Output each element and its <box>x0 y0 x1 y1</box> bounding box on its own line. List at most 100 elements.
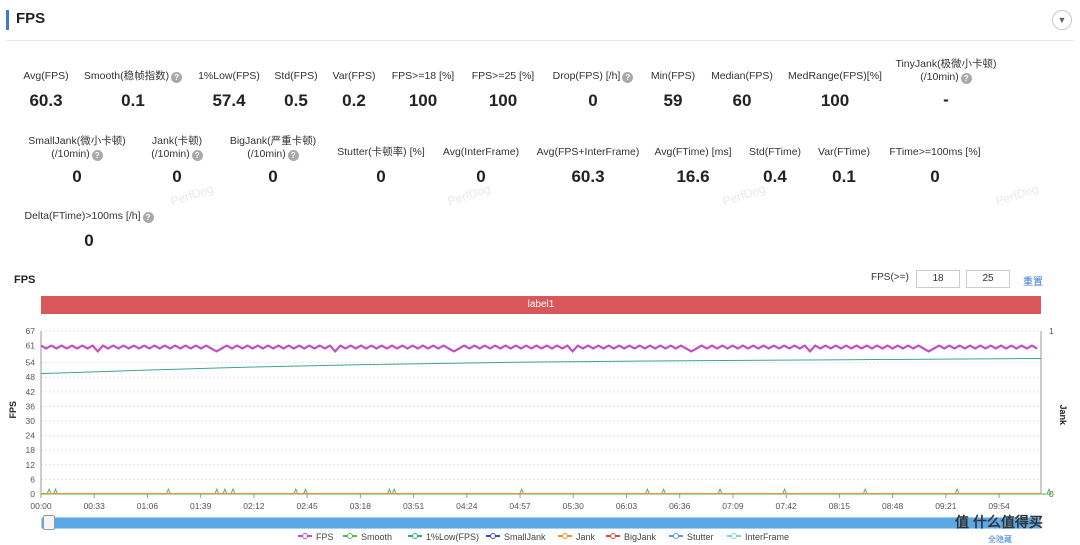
legend-item[interactable]: Jank <box>558 532 595 542</box>
metric-label: MedRange(FPS)[%] <box>765 70 905 83</box>
fps-threshold-input-2[interactable]: 25 <box>966 270 1010 288</box>
metric-label-text: Jank(卡顿) <box>151 135 203 147</box>
metric-label: Var(FPS) <box>284 70 424 83</box>
metric-unit: (/10min) <box>920 71 959 83</box>
metric-card: Avg(FPS) 60.3 <box>0 70 116 111</box>
metric-label-text: Drop(FPS) [/h] <box>552 70 621 82</box>
legend-item[interactable]: InterFrame <box>727 532 789 542</box>
time-range-scrollbar[interactable] <box>41 517 1041 529</box>
help-icon[interactable]: ? <box>622 72 634 83</box>
legend-label: Stutter <box>687 532 714 542</box>
legend-label: SmallJank <box>504 532 546 542</box>
metric-label: Drop(FPS) [/h]? <box>523 70 663 83</box>
metric-unit: (/10min) <box>151 148 190 160</box>
metric-card: Smooth(稳帧指数)? 0.1 <box>63 70 203 111</box>
metric-value: 100 <box>488 91 518 110</box>
toggle-all-legend-link[interactable]: 全隐藏 <box>988 535 1012 544</box>
legend-item[interactable]: Smooth <box>343 532 392 542</box>
help-icon[interactable]: ? <box>287 150 299 161</box>
legend-item[interactable]: Stutter <box>669 532 714 542</box>
metric-label: Std(FTime) <box>705 146 845 159</box>
legend-item[interactable]: BigJank <box>606 532 656 542</box>
legend-label: 1%Low(FPS) <box>426 532 480 542</box>
x-tick-label: 00:00 <box>30 501 52 511</box>
x-tick-label: 07:09 <box>722 501 744 511</box>
metric-label-text: 1%Low(FPS) <box>198 70 260 82</box>
help-icon[interactable]: ? <box>142 212 154 223</box>
metric-label: BigJank(严重卡顿) (/10min)? <box>203 135 343 161</box>
help-icon[interactable]: ? <box>91 150 103 161</box>
metric-card: Var(FPS) 0.2 <box>284 70 424 111</box>
metric-value: 59 <box>663 91 683 110</box>
metric-label: Median(FPS) <box>672 70 812 83</box>
metric-card: Delta(FTime)>100ms [/h]? 0 <box>19 210 159 251</box>
legend-label: BigJank <box>624 532 657 542</box>
legend-item[interactable]: FPS <box>298 532 334 542</box>
metric-card: MedRange(FPS)[%] 100 <box>765 70 905 111</box>
metric-card: Var(FTime) 0.1 <box>774 146 914 187</box>
metric-card: Avg(FTime) [ms] 16.6 <box>623 146 763 187</box>
metric-label: Avg(FTime) [ms] <box>623 146 763 159</box>
x-tick-label: 09:54 <box>988 501 1010 511</box>
metric-value: 0 <box>84 231 94 250</box>
y-tick-label: 6 <box>30 474 35 484</box>
metric-label-text: Var(FTime) <box>818 146 870 158</box>
metric-label-text: Delta(FTime)>100ms [/h] <box>24 210 141 222</box>
y2-tick-label: 1 <box>1049 326 1054 336</box>
metric-card: BigJank(严重卡顿) (/10min)? 0 <box>203 135 343 187</box>
metric-label: FTime>=100ms [%] <box>865 146 1005 159</box>
x-tick-label: 07:42 <box>776 501 798 511</box>
reset-link[interactable]: 重置 <box>1023 277 1043 288</box>
y-tick-label: 48 <box>26 372 36 382</box>
y-tick-label: 54 <box>26 358 36 368</box>
metric-label-text: Smooth(稳帧指数) <box>83 70 170 82</box>
metric-label-text: Var(FPS) <box>332 70 376 82</box>
metric-card: Jank(卡顿) (/10min)? 0 <box>107 135 247 187</box>
legend-item[interactable]: 1%Low(FPS) <box>408 532 479 542</box>
x-tick-label: 06:36 <box>669 501 691 511</box>
fps-threshold-input-1[interactable]: 18 <box>916 270 960 288</box>
x-tick-label: 04:57 <box>509 501 531 511</box>
metric-label: FPS>=18 [%] <box>353 70 493 83</box>
y-tick-label: 0 <box>30 489 35 499</box>
legend-item[interactable]: SmallJank <box>486 532 546 542</box>
chart-legend: FPS Smooth 1%Low(FPS) SmallJank Jank BigJank S… <box>0 532 1080 544</box>
fps-series-line <box>40 344 1038 354</box>
metric-unit: (/10min) <box>247 148 286 160</box>
legend-marker-icon <box>606 533 620 539</box>
legend-label: Jank <box>576 532 596 542</box>
metric-label-text: Min(FPS) <box>650 70 696 82</box>
event-label-bar[interactable]: label1 <box>41 296 1041 314</box>
y2-axis-label: Jank <box>1058 405 1068 427</box>
metric-card: FTime>=100ms [%] 0 <box>865 146 1005 187</box>
x-tick-label: 02:45 <box>296 501 318 511</box>
metric-label: Avg(InterFrame) <box>411 146 551 159</box>
metric-label-text: Median(FPS) <box>711 70 773 82</box>
legend-marker-icon <box>727 533 741 539</box>
metric-value: 0.1 <box>121 91 145 110</box>
metric-label: Avg(FPS+InterFrame) <box>518 146 658 159</box>
metric-card: Median(FPS) 60 <box>672 70 812 111</box>
accent-bar <box>6 10 9 30</box>
help-icon[interactable]: ? <box>960 73 972 84</box>
x-tick-label: 02:12 <box>243 501 265 511</box>
metric-unit: (/10min) <box>51 148 90 160</box>
chevron-down-icon[interactable]: ▼ <box>1052 10 1072 30</box>
metric-card: Min(FPS) 59 <box>603 70 743 111</box>
x-tick-label: 00:33 <box>84 501 106 511</box>
x-tick-label: 01:39 <box>190 501 212 511</box>
help-icon[interactable]: ? <box>171 72 183 83</box>
metric-value: 0.2 <box>342 91 366 110</box>
legend-marker-icon <box>558 533 572 539</box>
metric-card: Std(FPS) 0.5 <box>226 70 366 111</box>
y-tick-label: 42 <box>26 387 36 397</box>
metric-label-text: FTime>=100ms [%] <box>889 146 981 158</box>
x-tick-label: 01:06 <box>137 501 159 511</box>
help-icon[interactable]: ? <box>191 150 203 161</box>
metric-label: Delta(FTime)>100ms [/h]? <box>19 210 159 223</box>
metric-label: FPS>=25 [%] <box>433 70 573 83</box>
metric-label: Min(FPS) <box>603 70 743 83</box>
scrollbar-handle[interactable] <box>43 515 55 530</box>
metric-card: Std(FTime) 0.4 <box>705 146 845 187</box>
fps-filter-label: FPS(>=) <box>871 272 909 283</box>
